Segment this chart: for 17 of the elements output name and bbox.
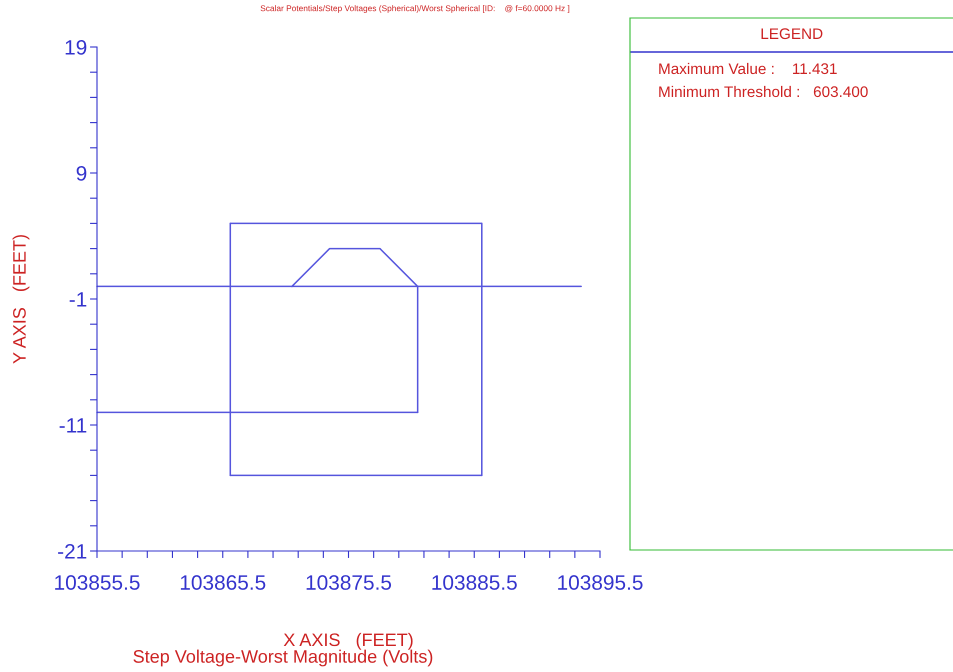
y-tick-label: 19	[66, 40, 86, 55]
text: LEGEND	[762, 28, 822, 40]
text: Minimum Threshold : 603.400	[659, 86, 868, 98]
x-tick-label: 103875.5	[306, 575, 392, 590]
x-tick-label: 103895.5	[558, 575, 643, 590]
y-axis-title: Y AXIS (FEET)	[12, 235, 30, 364]
x-tick-label: 103855.5	[55, 575, 140, 590]
x-tick-label: 103885.5	[432, 575, 517, 590]
chart-title: Scalar Potentials/Step Voltages (Spherical)/Worst Spherical [ID: @ f=60.0000 Hz ]	[260, 5, 570, 13]
text: Maximum Value : 11.431	[659, 62, 837, 74]
x-tick-label: 103865.5	[180, 575, 266, 590]
y-tick-label: 9	[76, 166, 86, 181]
y-tick-label: -21	[58, 544, 86, 559]
text: Step Voltage-Worst Magnitude (Volts)	[133, 650, 432, 666]
y-tick-label: -1	[70, 292, 86, 307]
y-tick-label: -11	[60, 418, 86, 433]
x-axis-title: X AXIS (FEET)	[284, 632, 413, 650]
